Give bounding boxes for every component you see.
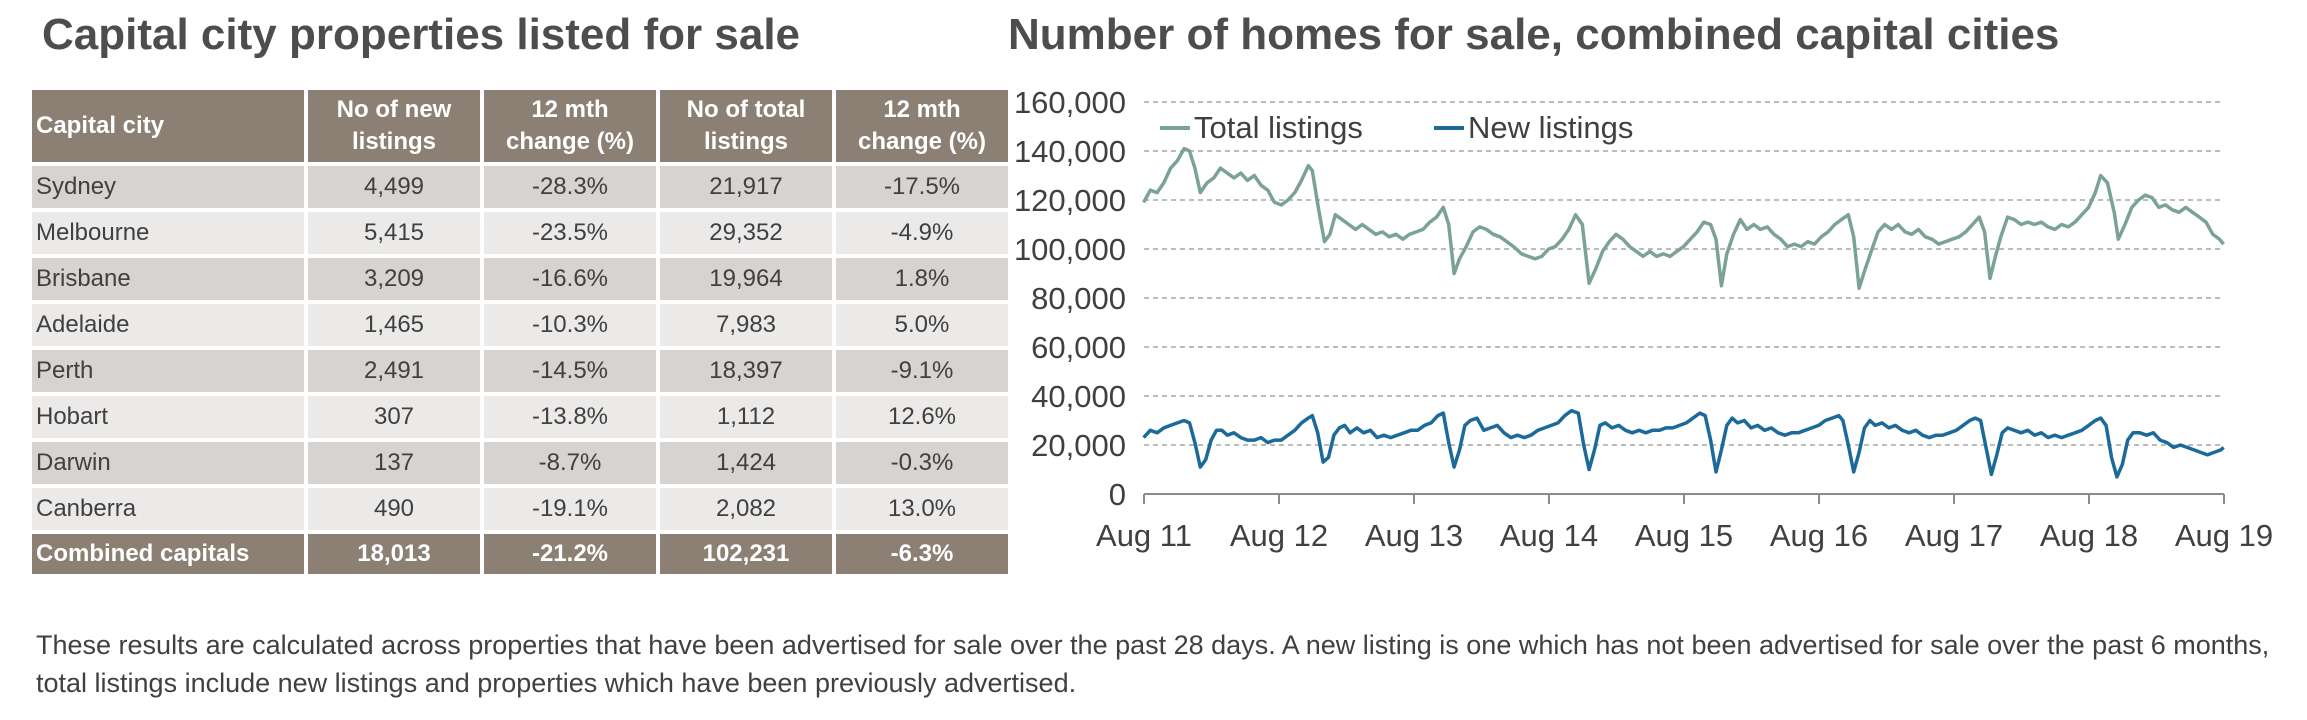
value-cell: 2,082: [660, 488, 832, 530]
y-tick-label: 20,000: [1031, 428, 1126, 463]
value-cell: 1,424: [660, 442, 832, 484]
value-cell: -13.8%: [484, 396, 656, 438]
column-header-label: 12 mth change (%): [505, 96, 634, 155]
value-cell: 18,397: [660, 350, 832, 392]
total-value-cell: -6.3%: [836, 534, 1008, 574]
value-cell: 1,465: [308, 304, 480, 346]
table-row: Brisbane 3,209 -16.6% 19,964 1.8%: [32, 258, 1008, 300]
table-row: Adelaide 1,465 -10.3% 7,983 5.0%: [32, 304, 1008, 346]
city-name-cell: Melbourne: [32, 212, 304, 254]
value-cell: 29,352: [660, 212, 832, 254]
city-name-cell: Perth: [32, 350, 304, 392]
series-line-total-listings: [1142, 146, 2225, 290]
value-cell: -16.6%: [484, 258, 656, 300]
column-header-total-change: 12 mth change (%): [836, 90, 1008, 162]
value-cell: 1.8%: [836, 258, 1008, 300]
table-title: Capital city properties listed for sale: [42, 10, 801, 59]
table-row: Darwin 137 -8.7% 1,424 -0.3%: [32, 442, 1008, 484]
value-cell: 13.0%: [836, 488, 1008, 530]
city-name-cell: Hobart: [32, 396, 304, 438]
total-value-cell: -21.2%: [484, 534, 656, 574]
value-cell: 4,499: [308, 166, 480, 208]
x-tick-label: Aug 18: [2040, 518, 2138, 553]
column-header-label: Capital city: [36, 112, 165, 139]
x-tick-label: Aug 19: [2175, 518, 2273, 553]
chart-title: Number of homes for sale, combined capit…: [1008, 10, 2060, 59]
x-tick-label: Aug 11: [1096, 518, 1192, 553]
city-name-cell: Adelaide: [32, 304, 304, 346]
listings-chart: 0 20,000 40,000 60,000 80,000 100,000 120,000 1…: [1000, 76, 2300, 576]
value-cell: 3,209: [308, 258, 480, 300]
value-cell: -23.5%: [484, 212, 656, 254]
total-row: Combined capitals 18,013 -21.2% 102,231 -6.3…: [32, 534, 1008, 574]
value-cell: 137: [308, 442, 480, 484]
value-cell: -19.1%: [484, 488, 656, 530]
value-cell: -10.3%: [484, 304, 656, 346]
x-tick-label: Aug 14: [1500, 518, 1598, 553]
total-label-cell: Combined capitals: [32, 534, 304, 574]
y-tick-label: 120,000: [1014, 183, 1126, 218]
value-cell: 12.6%: [836, 396, 1008, 438]
series-line-new-listings: [1142, 408, 2225, 479]
column-header-label: 12 mth change (%): [857, 96, 986, 155]
city-name-cell: Darwin: [32, 442, 304, 484]
value-cell: 5.0%: [836, 304, 1008, 346]
column-header-label: No of total listings: [686, 96, 806, 155]
value-cell: -8.7%: [484, 442, 656, 484]
x-tick-label: Aug 13: [1365, 518, 1463, 553]
value-cell: 7,983: [660, 304, 832, 346]
total-value-cell: 102,231: [660, 534, 832, 574]
column-header-new-change: 12 mth change (%): [484, 90, 656, 162]
value-cell: 490: [308, 488, 480, 530]
city-name-cell: Brisbane: [32, 258, 304, 300]
listings-table: Capital city No of new listings 12 mth c…: [28, 86, 1012, 578]
x-tick-label: Aug 15: [1635, 518, 1733, 553]
value-cell: -14.5%: [484, 350, 656, 392]
y-tick-label: 60,000: [1031, 330, 1126, 365]
x-tick-label: Aug 12: [1230, 518, 1328, 553]
total-value-cell: 18,013: [308, 534, 480, 574]
footnote: These results are calculated across prop…: [36, 630, 2270, 698]
table-row: Canberra 490 -19.1% 2,082 13.0%: [32, 488, 1008, 530]
value-cell: 21,917: [660, 166, 832, 208]
value-cell: -9.1%: [836, 350, 1008, 392]
column-header-capital-city: Capital city: [32, 90, 304, 162]
value-cell: -28.3%: [484, 166, 656, 208]
value-cell: 2,491: [308, 350, 480, 392]
value-cell: -0.3%: [836, 442, 1008, 484]
y-tick-label: 40,000: [1031, 379, 1126, 414]
value-cell: 5,415: [308, 212, 480, 254]
table-row: Hobart 307 -13.8% 1,112 12.6%: [32, 396, 1008, 438]
city-name-cell: Canberra: [32, 488, 304, 530]
table-body: Sydney 4,499 -28.3% 21,917 -17.5% Melbourne 5,…: [32, 166, 1008, 574]
chart-svg: 0 20,000 40,000 60,000 80,000 100,000 120,000 1…: [1014, 85, 2273, 553]
column-header-total-listings: No of total listings: [660, 90, 832, 162]
value-cell: -17.5%: [836, 166, 1008, 208]
x-tick-label: Aug 16: [1770, 518, 1868, 553]
column-header-new-listings: No of new listings: [308, 90, 480, 162]
city-name-cell: Sydney: [32, 166, 304, 208]
y-tick-label: 0: [1109, 477, 1126, 512]
legend-label: Total listings: [1194, 110, 1363, 145]
y-tick-label: 100,000: [1014, 232, 1126, 267]
table-row: Sydney 4,499 -28.3% 21,917 -17.5%: [32, 166, 1008, 208]
value-cell: 1,112: [660, 396, 832, 438]
value-cell: -4.9%: [836, 212, 1008, 254]
column-header-label: No of new listings: [336, 96, 452, 155]
y-tick-label: 160,000: [1014, 85, 1126, 120]
table-header-row: Capital city No of new listings 12 mth c…: [32, 90, 1008, 162]
value-cell: 307: [308, 396, 480, 438]
legend-label: New listings: [1468, 110, 1633, 145]
y-tick-label: 80,000: [1031, 281, 1126, 316]
x-tick-label: Aug 17: [1905, 518, 2003, 553]
y-tick-label: 140,000: [1014, 134, 1126, 169]
table-row: Melbourne 5,415 -23.5% 29,352 -4.9%: [32, 212, 1008, 254]
value-cell: 19,964: [660, 258, 832, 300]
table-row: Perth 2,491 -14.5% 18,397 -9.1%: [32, 350, 1008, 392]
